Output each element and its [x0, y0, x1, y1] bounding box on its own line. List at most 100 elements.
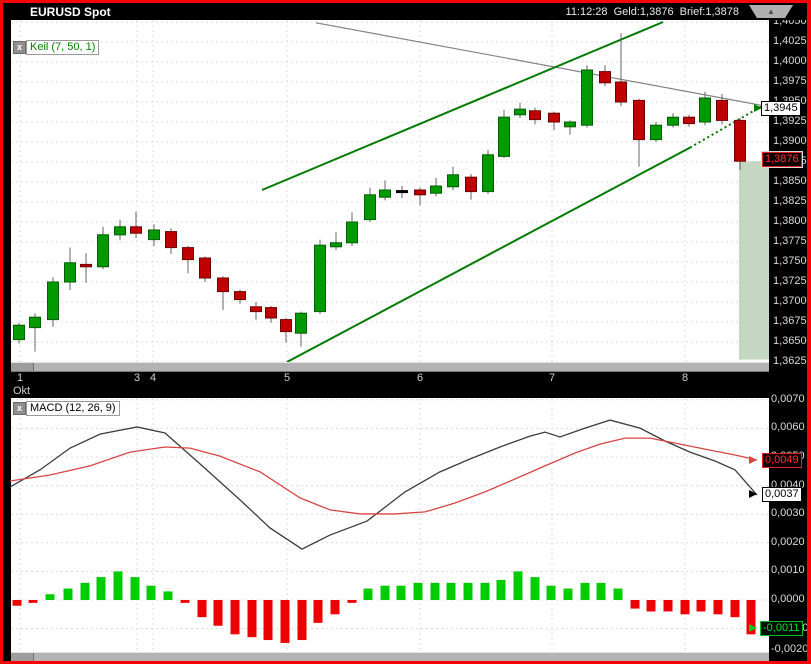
scrollbar-thumb[interactable]: [11, 653, 34, 661]
candle-body: [80, 263, 92, 268]
date-axis-tick: 4: [150, 372, 157, 384]
macd-histogram-bar: [230, 600, 240, 635]
price-axis-tick: 1,3650: [773, 335, 807, 347]
main-horizontal-scrollbar[interactable]: [11, 362, 769, 372]
collapse-button[interactable]: ▲: [749, 5, 793, 18]
macd-histogram-bar: [213, 600, 223, 626]
macd-histogram-bar: [297, 600, 307, 641]
trend-line: [286, 146, 691, 363]
window-border-top: [0, 0, 811, 3]
candle-body: [498, 116, 510, 157]
candle-body: [581, 69, 593, 126]
date-axis-tick: 3: [134, 372, 141, 384]
price-axis-tick: 1,3700: [773, 295, 807, 307]
candle-body: [29, 316, 41, 329]
candle-body: [529, 110, 541, 121]
macd-axis-tick: 0,0000: [771, 593, 805, 605]
apex-price-box: 1,3945: [761, 101, 801, 116]
bid-price-box: 1,3876: [762, 152, 802, 167]
macd-histogram-bar: [197, 600, 207, 618]
macd-histogram-bar: [713, 600, 723, 615]
date-axis-tick: 7: [549, 372, 556, 384]
candle-body: [130, 226, 142, 234]
date-axis-tick: 6: [417, 372, 424, 384]
price-axis-tick: 1,3625: [773, 355, 807, 367]
signal-value-box: 0,0049: [762, 453, 802, 468]
candle-body: [182, 247, 194, 261]
histogram-arrow: [749, 624, 757, 632]
candle-body: [633, 99, 645, 141]
candle-body: [97, 234, 109, 268]
candle-body: [465, 176, 477, 193]
price-axis-tick: 1,3675: [773, 315, 807, 327]
date-axis-tick: 8: [682, 372, 689, 384]
candle-body: [396, 190, 408, 194]
close-icon: x: [16, 403, 22, 413]
wedge-target-zone: [739, 161, 769, 360]
price-axis-tick: 1,3800: [773, 215, 807, 227]
macd-histogram-bar: [446, 582, 456, 600]
candle-body: [265, 307, 277, 319]
macd-histogram-bar: [496, 579, 506, 600]
trend-line: [689, 105, 763, 149]
macd-close-button[interactable]: x: [13, 402, 26, 415]
month-label: Okt: [13, 385, 31, 397]
macd-histogram-bar: [530, 577, 540, 600]
close-icon: x: [16, 42, 22, 52]
candle-body: [165, 231, 177, 249]
date-axis-tick: 5: [284, 372, 291, 384]
macd-histogram-bar: [12, 600, 22, 606]
scrollbar-thumb[interactable]: [11, 363, 34, 371]
candle-body: [148, 229, 160, 241]
macd-axis-tick: 0,0010: [771, 564, 805, 577]
candle-body: [47, 281, 59, 321]
price-axis-tick: 1,3850: [773, 175, 807, 187]
signal-arrow: [749, 456, 757, 464]
candle-body: [199, 257, 211, 279]
macd-indicator-label[interactable]: MACD (12, 26, 9): [26, 401, 120, 416]
price-axis-tick: 1,3900: [773, 135, 807, 147]
macd-histogram-bar: [380, 585, 390, 600]
macd-histogram-bar: [28, 600, 38, 603]
title-bar: EURUSD Spot 11:12:28 Geld:1,3876 Brief:1…: [3, 3, 807, 20]
macd-line: [9, 419, 758, 550]
candle-body: [650, 124, 662, 141]
macd-histogram-bar: [680, 600, 690, 615]
candle-body: [217, 277, 229, 293]
candle-body: [716, 99, 728, 121]
macd-axis-tick: 0,0060: [771, 421, 805, 434]
date-axis-tick: 1: [17, 372, 24, 384]
candle-body: [699, 97, 711, 123]
macd-arrow: [749, 490, 757, 498]
price-axis-tick: 1,3750: [773, 255, 807, 267]
macd-histogram-bar: [630, 600, 640, 609]
collapse-arrow-icon: ▲: [767, 7, 775, 16]
macd-histogram-bar: [130, 577, 140, 600]
keil-close-button[interactable]: x: [13, 41, 26, 54]
macd-histogram-bar: [646, 600, 656, 612]
macd-axis-tick: -0,0020: [771, 643, 809, 655]
candle-body: [114, 226, 126, 236]
macd-histogram-bar: [696, 600, 706, 612]
macd-histogram-bar: [513, 571, 523, 600]
candle-body: [667, 116, 679, 126]
candle-body: [364, 194, 376, 221]
macd-histogram-bar: [546, 585, 556, 600]
candle-body: [280, 319, 292, 333]
macd-histogram-bar: [413, 582, 423, 600]
window-border-bottom: [0, 661, 811, 664]
macd-axis-tick: 0,0030: [771, 507, 805, 520]
candle-body: [564, 121, 576, 128]
macd-histogram-bar: [313, 600, 323, 623]
window-border-right: [807, 0, 811, 664]
macd-histogram-bar: [45, 594, 55, 600]
price-axis-tick: 1,3825: [773, 195, 807, 207]
macd-histogram-bar: [163, 591, 173, 600]
keil-indicator-label[interactable]: Keil (7, 50, 1): [26, 40, 100, 55]
price-axis-tick: 1,4000: [773, 55, 807, 67]
macd-histogram-bar: [113, 571, 123, 600]
price-axis-tick: 1,3775: [773, 235, 807, 247]
candle-body: [615, 81, 627, 103]
candle-body: [430, 185, 442, 194]
